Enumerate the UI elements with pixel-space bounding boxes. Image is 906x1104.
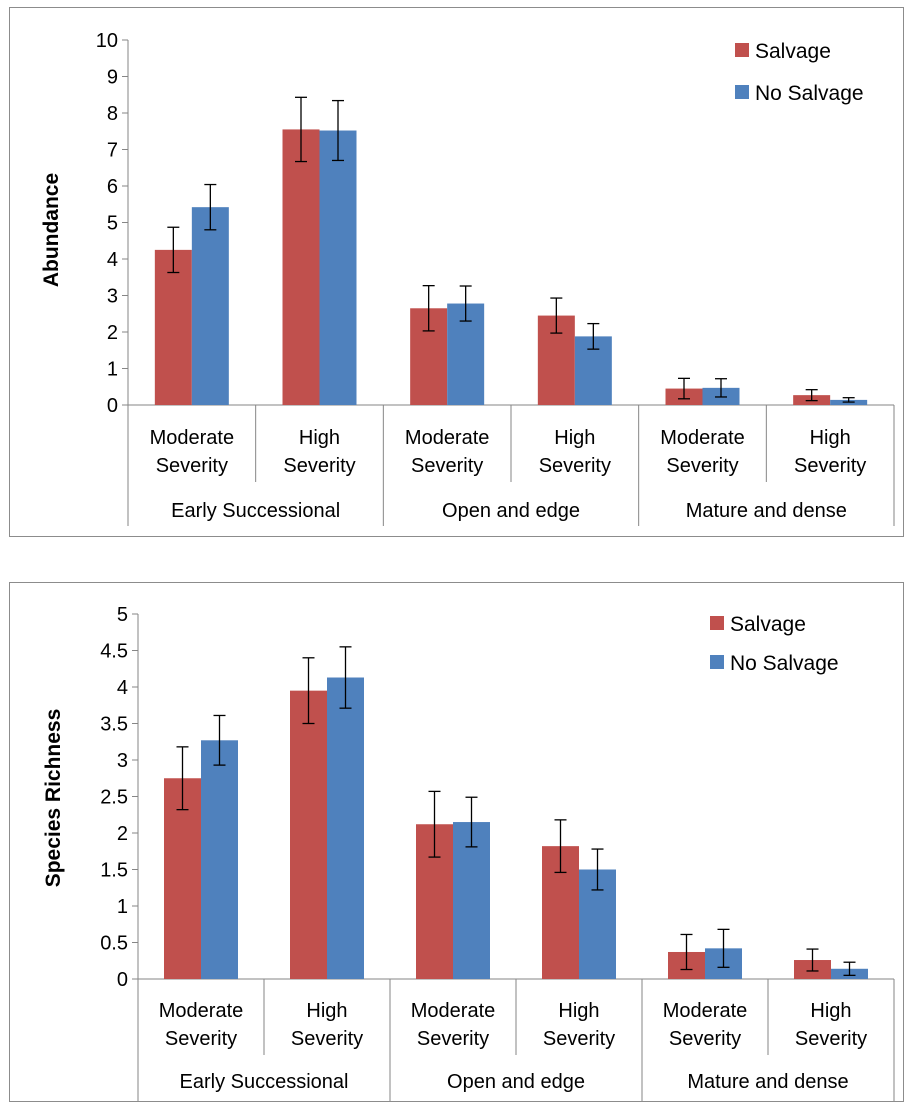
legend-swatch-salvage — [735, 43, 749, 57]
x-category-label-line2: Severity — [794, 455, 866, 477]
x-category-label-line1: High — [558, 1000, 599, 1022]
x-category-label-line2: Severity — [165, 1028, 237, 1050]
x-category-label-line2: Severity — [411, 455, 483, 477]
x-category-label-line2: Severity — [543, 1028, 615, 1050]
legend-swatch-no-salvage — [735, 85, 749, 99]
x-category-label-line2: Severity — [283, 455, 355, 477]
abundance-chart-panel: 0 1 2 3 4 5 6 7 8 9 10 Abundance Moderate Severity Hig… — [9, 7, 904, 537]
x-category-label-line1: Moderate — [150, 427, 235, 449]
bar-salvage — [282, 129, 320, 406]
x-category-label-line2: Severity — [417, 1028, 489, 1050]
bar-salvage — [154, 249, 192, 405]
y-tick-label: 1.5 — [100, 860, 128, 882]
x-category-label-line1: High — [810, 1000, 851, 1022]
legend-label-no-salvage: No Salvage — [730, 652, 839, 675]
y-tick-label: 3.5 — [100, 714, 128, 736]
legend-label-salvage: Salvage — [755, 40, 831, 63]
bar-salvage — [164, 778, 201, 979]
y-tick-label: 1 — [117, 896, 128, 918]
bar-salvage — [290, 690, 327, 979]
x-category-label-line2: Severity — [795, 1028, 867, 1050]
x-group-label: Mature and dense — [687, 1071, 848, 1093]
species-richness-chart: 0 0.5 1 1.5 2 2.5 3 3.5 4 4.5 5 Species Richness Mod… — [42, 604, 895, 1101]
y-tick-label: 0.5 — [100, 933, 128, 955]
x-category-label-line2: Severity — [666, 455, 738, 477]
y-tick-label: 0 — [117, 969, 128, 991]
x-group-label: Early Successional — [180, 1071, 349, 1093]
x-category-label-line1: Moderate — [405, 427, 490, 449]
bar-no-salvage — [191, 207, 229, 405]
y-tick-label: 1 — [107, 359, 118, 381]
y-axis-title: Species Richness — [42, 709, 65, 888]
y-tick-label: 5 — [107, 213, 118, 235]
y-tick-label: 2 — [117, 823, 128, 845]
x-group-label: Open and edge — [447, 1071, 585, 1093]
x-category-label-line1: Moderate — [663, 1000, 748, 1022]
x-category-label-line1: Moderate — [411, 1000, 496, 1022]
y-tick-label: 2.5 — [100, 787, 128, 809]
x-category-label-line1: High — [810, 427, 851, 449]
legend-label-salvage: Salvage — [730, 613, 806, 636]
y-axis-title: Abundance — [40, 173, 63, 287]
y-tick-label: 2 — [107, 322, 118, 344]
y-tick-label: 3 — [107, 286, 118, 308]
legend-swatch-no-salvage — [710, 655, 724, 669]
x-group-label: Mature and dense — [686, 500, 847, 522]
y-tick-label: 5 — [117, 604, 128, 626]
x-category-label-line1: Moderate — [660, 427, 745, 449]
x-category-label-line1: High — [306, 1000, 347, 1022]
y-tick-label: 9 — [107, 67, 118, 89]
y-tick-label: 4 — [117, 677, 128, 699]
y-tick-label: 4 — [107, 249, 118, 271]
y-tick-label: 4.5 — [100, 641, 128, 663]
legend-swatch-salvage — [710, 616, 724, 630]
x-category-label-line2: Severity — [156, 455, 228, 477]
bar-no-salvage — [453, 822, 490, 979]
bar-no-salvage — [327, 677, 364, 979]
x-group-label: Early Successional — [171, 500, 340, 522]
species-richness-chart-panel: 0 0.5 1 1.5 2 2.5 3 3.5 4 4.5 5 Species Richness Mod… — [9, 582, 904, 1102]
x-category-label-line2: Severity — [539, 455, 611, 477]
x-category-label-line2: Severity — [669, 1028, 741, 1050]
bar-no-salvage — [201, 740, 238, 979]
y-tick-label: 10 — [96, 30, 118, 52]
x-category-label-line1: High — [554, 427, 595, 449]
bar-no-salvage — [319, 130, 357, 405]
legend-label-no-salvage: No Salvage — [755, 82, 864, 105]
y-tick-label: 6 — [107, 176, 118, 198]
x-category-label-line1: Moderate — [159, 1000, 244, 1022]
y-tick-label: 0 — [107, 395, 118, 417]
y-tick-label: 8 — [107, 103, 118, 125]
x-category-label-line1: High — [299, 427, 340, 449]
x-group-label: Open and edge — [442, 500, 580, 522]
y-tick-label: 7 — [107, 140, 118, 162]
y-tick-label: 3 — [117, 750, 128, 772]
x-category-label-line2: Severity — [291, 1028, 363, 1050]
abundance-chart: 0 1 2 3 4 5 6 7 8 9 10 Abundance Moderate Severity Hig… — [40, 30, 895, 526]
